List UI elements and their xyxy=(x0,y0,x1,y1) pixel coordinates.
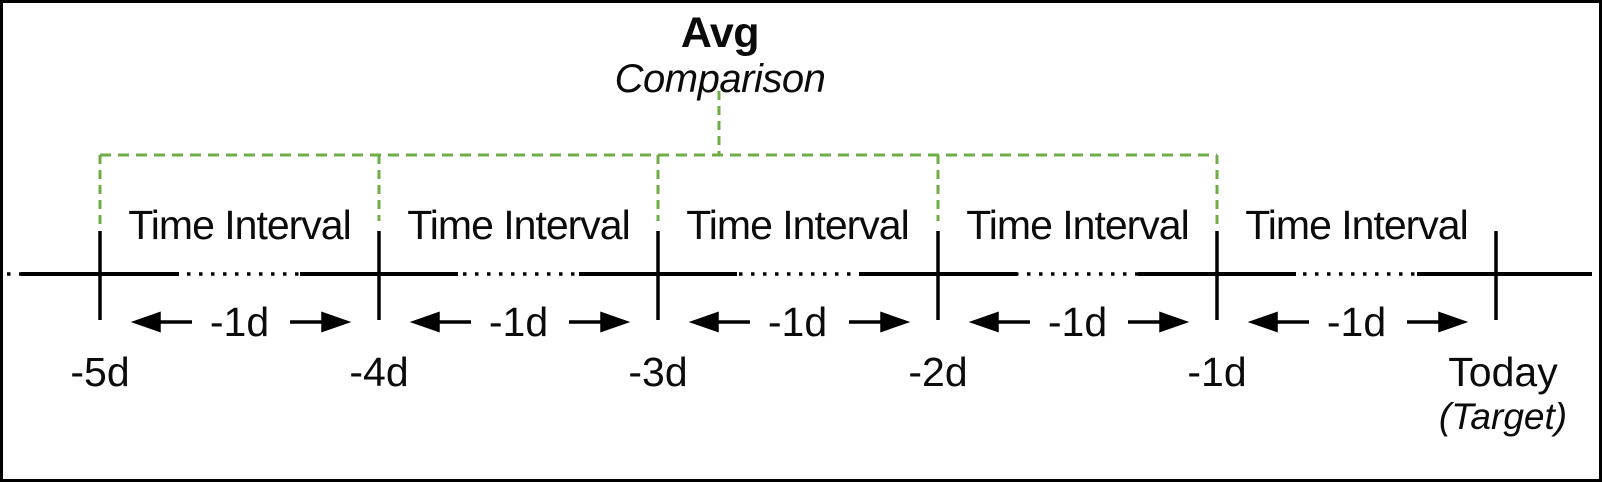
interval-label: Time Interval xyxy=(686,202,909,248)
arrow-right-head xyxy=(1159,311,1190,333)
interval-duration: -1d xyxy=(1047,299,1108,345)
end-sublabel: (Target) xyxy=(1438,396,1568,437)
interval-label: Time Interval xyxy=(407,202,630,248)
diagram-title: Avg Comparison xyxy=(570,9,870,101)
interval-duration: -1d xyxy=(767,299,828,345)
arrow-right-head xyxy=(880,311,911,333)
interval-duration: -1d xyxy=(209,299,270,345)
arrow-right-head xyxy=(600,311,631,333)
interval-duration: -1d xyxy=(488,299,549,345)
diagram-graphics xyxy=(7,91,1592,333)
tick-marks xyxy=(98,231,1498,320)
tick-label: -1d xyxy=(1187,349,1247,395)
title-subtitle: Comparison xyxy=(614,57,826,101)
arrow-left-head xyxy=(1247,311,1278,333)
interval-label: Time Interval xyxy=(966,202,1189,248)
interval-label: Time Interval xyxy=(1245,202,1468,248)
tick-label: -3d xyxy=(628,349,688,395)
arrow-left-head xyxy=(130,311,161,333)
interval-duration: -1d xyxy=(1326,299,1387,345)
tick-label: -5d xyxy=(70,349,130,395)
title-main: Avg xyxy=(680,9,760,57)
arrow-left-head xyxy=(409,311,440,333)
arrow-left-head xyxy=(968,311,999,333)
tick-label: -2d xyxy=(908,349,968,395)
comparison-bracket xyxy=(98,91,1219,227)
interval-arrows xyxy=(130,311,1469,333)
interval-label: Time Interval xyxy=(128,202,351,248)
end-label-block: Today (Target) xyxy=(1411,348,1595,438)
arrow-left-head xyxy=(688,311,719,333)
tick-label: -4d xyxy=(349,349,409,395)
arrow-right-head xyxy=(1438,311,1469,333)
arrow-right-head xyxy=(321,311,352,333)
end-label: Today xyxy=(1448,349,1558,395)
